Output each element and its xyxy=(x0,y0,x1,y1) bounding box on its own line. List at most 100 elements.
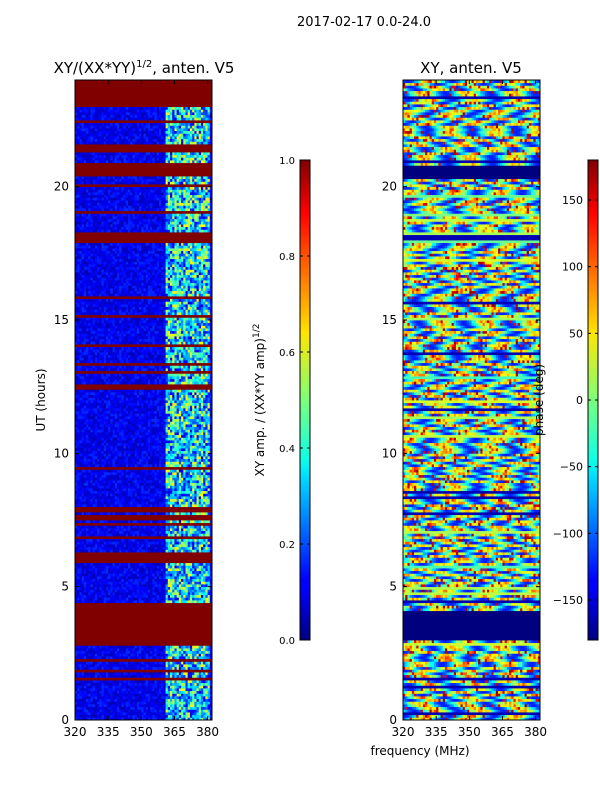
left-heatmap-cell xyxy=(185,693,189,697)
left-heatmap-cell xyxy=(178,474,182,478)
left-heatmap-cell xyxy=(83,533,87,537)
left-heatmap-cell xyxy=(132,469,136,473)
left-heatmap-cell xyxy=(167,445,171,449)
left-heatmap-cell xyxy=(183,685,186,689)
left-heatmap-cell xyxy=(203,565,206,569)
left-heatmap-cell xyxy=(174,448,178,452)
left-heatmap-cell xyxy=(90,501,94,505)
left-heatmap-cell xyxy=(139,493,142,497)
left-heatmap-cell xyxy=(121,528,125,532)
left-heatmap-cell xyxy=(156,685,160,689)
left-heatmap-cell xyxy=(79,437,83,441)
left-heatmap-cell xyxy=(203,680,206,684)
left-heatmap-cell xyxy=(154,426,158,430)
left-heatmap-cell xyxy=(121,501,125,505)
left-heatmap-cell xyxy=(130,656,133,660)
left-heatmap-cell xyxy=(143,437,147,441)
left-heatmap-cell xyxy=(77,533,80,537)
left-heatmap-cell xyxy=(136,685,140,689)
left-heatmap-cell xyxy=(167,504,171,508)
left-heatmap-cell xyxy=(110,701,113,705)
left-heatmap-cell xyxy=(119,504,122,508)
left-heatmap-cell xyxy=(81,525,85,529)
left-heatmap-cell xyxy=(134,565,138,569)
left-heatmap-cell xyxy=(192,589,195,593)
left-heatmap-cell xyxy=(134,541,138,545)
left-heatmap-cell xyxy=(165,688,169,692)
left-heatmap-cell xyxy=(156,434,160,438)
left-heatmap-cell xyxy=(125,570,129,574)
left-heatmap-cell xyxy=(123,429,127,433)
left-heatmap-cell xyxy=(183,581,186,585)
left-heatmap-cell xyxy=(200,648,204,652)
left-heatmap-cell xyxy=(119,661,122,665)
left-heatmap-cell xyxy=(145,501,149,505)
left-heatmap-cell xyxy=(147,490,151,494)
left-heatmap-cell xyxy=(136,592,140,596)
left-heatmap-cell xyxy=(134,717,138,720)
left-heatmap-cell xyxy=(136,717,140,720)
left-heatmap-cell xyxy=(75,597,78,601)
left-heatmap-cell xyxy=(103,650,107,654)
left-heatmap-cell xyxy=(161,453,164,457)
left-heatmap-cell xyxy=(154,549,158,553)
left-heatmap-cell xyxy=(132,528,136,532)
left-heatmap-cell xyxy=(79,458,83,462)
left-heatmap-cell xyxy=(143,488,147,492)
left-heatmap-cell xyxy=(183,570,186,574)
left-heatmap-cell xyxy=(207,453,211,457)
left-heatmap-cell xyxy=(145,429,149,433)
left-heatmap-cell xyxy=(200,480,204,484)
left-heatmap-cell xyxy=(143,661,147,665)
left-heatmap-cell xyxy=(86,586,89,590)
left-heatmap-cell xyxy=(189,474,193,478)
left-heatmap-cell xyxy=(119,578,122,582)
left-heatmap-cell xyxy=(209,445,212,449)
left-heatmap-cell xyxy=(203,706,206,710)
left-heatmap-cell xyxy=(119,520,122,524)
left-heatmap-cell xyxy=(192,666,195,670)
left-heatmap-cell xyxy=(158,426,162,430)
left-heatmap-cell xyxy=(161,496,164,500)
left-heatmap-cell xyxy=(141,434,144,438)
left-heatmap-cell xyxy=(112,701,116,705)
left-heatmap-cell xyxy=(207,485,211,489)
left-heatmap-cell xyxy=(170,698,173,702)
left-heatmap-cell xyxy=(172,600,175,604)
left-heatmap-cell xyxy=(207,450,211,454)
left-heatmap-cell xyxy=(167,717,171,720)
left-heatmap-cell xyxy=(165,453,169,457)
left-heatmap-cell xyxy=(75,696,78,700)
left-heatmap-cell xyxy=(75,440,78,444)
left-heatmap-cell xyxy=(172,672,175,676)
left-heatmap-cell xyxy=(112,434,116,438)
left-heatmap-cell xyxy=(77,570,80,574)
left-heatmap-cell xyxy=(181,592,184,596)
left-heatmap-cell xyxy=(128,586,131,590)
left-heatmap-cell xyxy=(203,688,206,692)
left-heatmap-cell xyxy=(108,674,111,678)
left-heatmap-cell xyxy=(152,712,155,716)
left-heatmap-cell xyxy=(97,586,100,590)
left-heatmap-cell xyxy=(156,576,160,580)
left-heatmap-cell xyxy=(145,661,149,665)
left-heatmap-cell xyxy=(139,666,142,670)
left-heatmap-cell xyxy=(108,448,111,452)
left-heatmap-cell xyxy=(152,544,155,548)
left-heatmap-cell xyxy=(192,456,195,460)
left-heatmap-cell xyxy=(123,544,127,548)
left-heatmap-cell xyxy=(185,685,189,689)
left-heatmap-cell xyxy=(125,520,129,524)
left-heatmap-cell xyxy=(139,485,142,489)
left-heatmap-cell xyxy=(123,592,127,596)
left-heatmap-cell xyxy=(99,434,102,438)
left-heatmap-cell xyxy=(121,688,125,692)
left-heatmap-cell xyxy=(194,592,197,596)
left-heatmap-cell xyxy=(141,490,144,494)
left-heatmap-cell xyxy=(181,437,184,441)
left-heatmap-cell xyxy=(194,578,197,582)
left-heatmap-cell xyxy=(200,696,204,700)
left-heatmap-cell xyxy=(81,698,85,702)
left-heatmap-cell xyxy=(132,573,136,577)
left-heatmap-cell xyxy=(99,565,102,569)
